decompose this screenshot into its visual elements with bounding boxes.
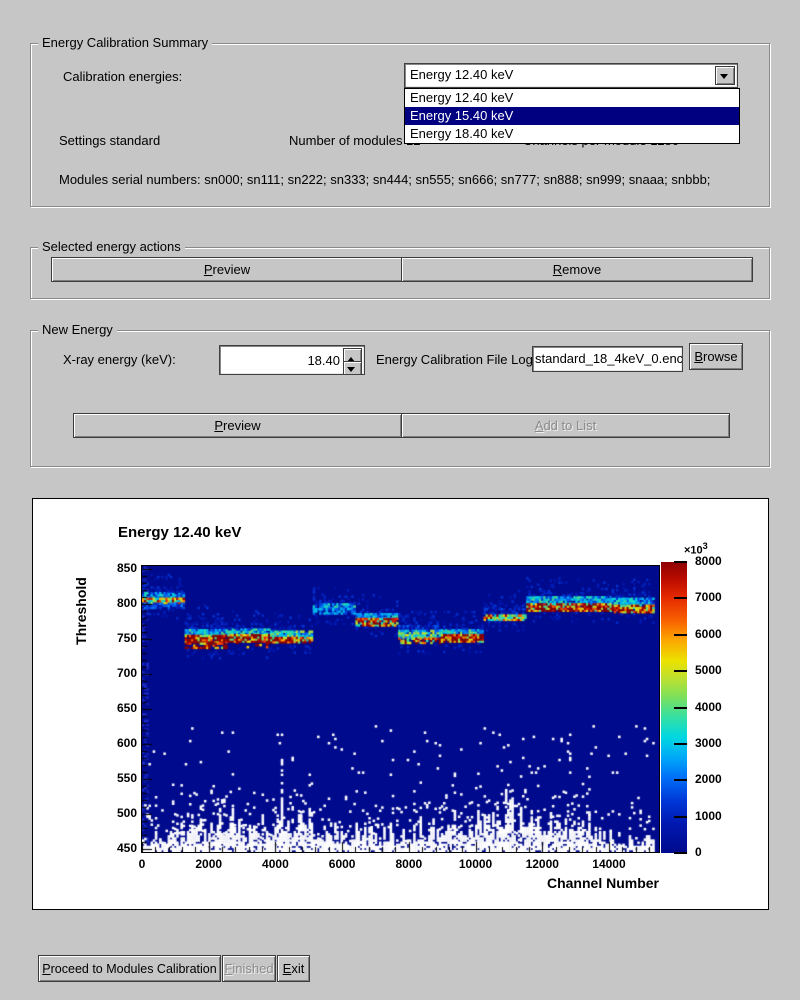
- calibration-plot-panel: Energy 12.40 keV Threshold 450 500 550 600 6…: [32, 498, 769, 910]
- calibration-energies-combobox[interactable]: Energy 12.40 keV: [404, 63, 738, 88]
- x-axis-title: Channel Number: [546, 875, 659, 891]
- colorbar-tick-label: 6000: [695, 626, 722, 641]
- chevron-down-icon: [720, 74, 728, 83]
- colorbar-tick: [674, 670, 687, 673]
- colorbar-tick-label: 1000: [695, 808, 722, 823]
- x-tick-label: 12000: [525, 857, 559, 871]
- arrow-down-icon: [347, 367, 355, 374]
- colorbar-tick: [674, 779, 687, 782]
- x-tick-label: 10000: [458, 857, 493, 871]
- dropdown-item-0[interactable]: Energy 12.40 keV: [410, 90, 514, 105]
- x-tick-label: 8000: [395, 857, 423, 871]
- colorbar-tick-label: 7000: [695, 590, 722, 605]
- colorbar-tick-label: 0: [695, 845, 702, 859]
- y-tick-label: 550: [116, 771, 137, 786]
- combobox-value: Energy 12.40 keV: [410, 67, 514, 82]
- energy-dropdown-list: Energy 12.40 keV Energy 15.40 keV Energy 1…: [404, 88, 740, 144]
- x-tick-label: 4000: [262, 857, 289, 871]
- xray-energy-label: X-ray energy (keV):: [63, 352, 176, 367]
- colorbar-tick: [674, 597, 687, 600]
- arrow-up-icon: [347, 353, 355, 362]
- actions-group-title: Selected energy actions: [38, 239, 185, 255]
- x-tick-label: 14000: [592, 857, 626, 871]
- y-axis-title: Threshold: [73, 577, 89, 645]
- y-tick-label: 850: [116, 560, 137, 575]
- x-tick-label: 0: [138, 857, 146, 871]
- y-tick-label: 650: [116, 701, 137, 715]
- new-energy-group-title: New Energy: [38, 322, 117, 338]
- y-tick-label: 750: [116, 630, 137, 645]
- plot-title: Energy 12.40 keV: [118, 524, 242, 541]
- combobox-dropdown-button[interactable]: [715, 66, 735, 85]
- dropdown-item-1[interactable]: Energy 15.40 keV: [405, 107, 739, 125]
- colorbar-exponent-label: ×103: [684, 541, 708, 557]
- spin-down-button[interactable]: [343, 361, 362, 374]
- colorbar-tick-label: 5000: [695, 663, 722, 678]
- calibration-energies-label: Calibration energies:: [63, 69, 183, 84]
- file-log-value: standard_18_4keV_0.encal: [535, 351, 683, 366]
- y-tick-label: 700: [116, 665, 137, 680]
- summary-group: Energy Calibration Summary Calibration e…: [30, 35, 770, 207]
- file-log-input[interactable]: standard_18_4keV_0.encal: [532, 346, 683, 372]
- y-tick-label: 800: [116, 595, 137, 610]
- summary-group-title: Energy Calibration Summary: [38, 35, 213, 51]
- colorbar-tick: [674, 742, 687, 745]
- file-log-label: Energy Calibration File Log: [376, 352, 533, 367]
- y-tick-label: 500: [116, 806, 137, 821]
- settings-standard-label: Settings standard: [59, 133, 161, 148]
- number-of-modules-label: Number of modules 12: [289, 133, 421, 148]
- colorbar-tick-label: 8000: [695, 554, 722, 568]
- x-tick-label: 2000: [195, 857, 223, 871]
- colorbar-tick-label: 4000: [695, 699, 722, 714]
- colorbar-tick: [674, 561, 687, 563]
- colorbar-tick-label: 2000: [695, 772, 722, 787]
- heatmap-canvas: [141, 565, 660, 853]
- xray-energy-value: 18.40: [307, 353, 340, 368]
- xray-energy-spinbox[interactable]: 18.40: [219, 345, 365, 375]
- new-energy-group: New Energy X-ray energy (keV): 18.40 Ene…: [30, 322, 770, 467]
- x-tick-label: 6000: [328, 857, 356, 871]
- colorbar-tick: [674, 852, 687, 854]
- colorbar-tick: [674, 706, 687, 709]
- colorbar-tick: [674, 815, 687, 818]
- dropdown-item-2[interactable]: Energy 18.40 keV: [410, 126, 514, 141]
- modules-serial-numbers-label: Modules serial numbers: sn000; sn111; sn…: [59, 172, 711, 187]
- colorbar-tick: [674, 633, 687, 636]
- y-tick-label: 600: [116, 736, 137, 751]
- colorbar-tick-label: 3000: [695, 735, 722, 750]
- y-tick-label: 450: [116, 841, 137, 856]
